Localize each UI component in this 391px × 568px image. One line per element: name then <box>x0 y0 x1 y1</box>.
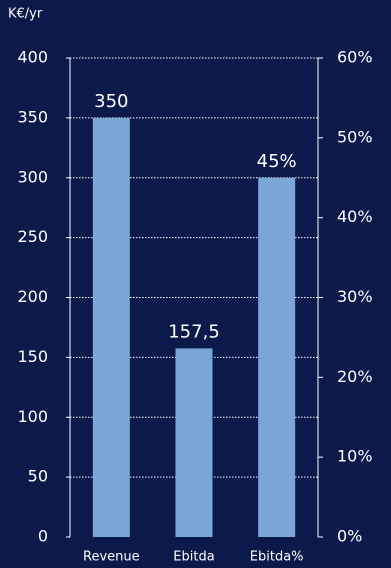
bar <box>175 348 213 537</box>
value-label: 45% <box>257 151 297 172</box>
y-tick-label: 400 <box>17 48 48 67</box>
y-axis-label: K€/yr <box>8 7 43 22</box>
y2-tick-label: 40% <box>337 207 373 226</box>
bar <box>258 177 296 537</box>
x-tick-label: Ebitda% <box>250 550 304 565</box>
y2-tick-label: 60% <box>337 48 373 67</box>
y-tick-label: 300 <box>17 167 48 186</box>
x-tick-label: Ebitda <box>173 550 214 565</box>
y-tick-label: 50 <box>28 467 48 486</box>
y-tick-label: 250 <box>17 227 48 246</box>
value-label: 157,5 <box>168 321 220 342</box>
y-tick-label: 150 <box>17 347 48 366</box>
y2-tick-label: 0% <box>337 527 362 546</box>
y-tick-label: 200 <box>17 287 48 306</box>
y-tick-label: 100 <box>17 407 48 426</box>
y-tick-label: 0 <box>38 527 48 546</box>
y2-tick-label: 30% <box>337 287 373 306</box>
value-label: 350 <box>94 91 128 112</box>
bar <box>92 117 130 537</box>
y-tick-label: 350 <box>17 107 48 126</box>
y2-tick-label: 50% <box>337 127 373 146</box>
y2-tick-label: 20% <box>337 367 373 386</box>
y2-tick-label: 10% <box>337 447 373 466</box>
x-tick-label: Revenue <box>83 550 140 565</box>
